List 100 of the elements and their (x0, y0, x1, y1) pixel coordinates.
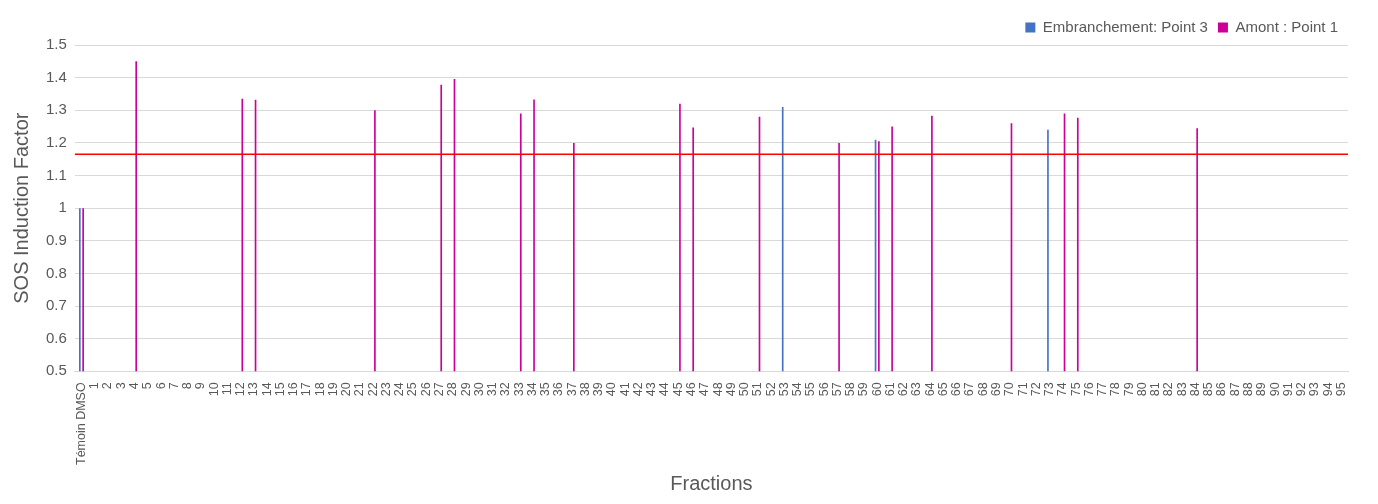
x-tick-label: 22 (365, 382, 380, 397)
x-tick-label: 3 (113, 382, 128, 390)
x-tick-label: 69 (989, 382, 1004, 397)
x-tick-label: 92 (1294, 382, 1309, 397)
x-tick-label: 5 (140, 382, 155, 390)
x-tick-label: 43 (644, 382, 659, 397)
x-tick-label: 56 (816, 382, 831, 397)
x-tick-label: 83 (1174, 382, 1189, 397)
x-tick-label: 12 (233, 382, 248, 397)
x-tick-label: 17 (299, 382, 314, 397)
x-tick-label: 55 (803, 382, 818, 397)
x-tick-label: 80 (1134, 382, 1149, 397)
x-tick-label: 86 (1214, 382, 1229, 397)
x-tick-label: 26 (418, 382, 433, 397)
x-tick-label: 2 (100, 382, 115, 390)
x-tick-label: 15 (272, 382, 287, 397)
x-tick-label: 16 (286, 382, 301, 397)
x-tick-label: 76 (1081, 382, 1096, 397)
x-tick-label: 61 (882, 382, 897, 397)
x-tick-label: 59 (856, 382, 871, 397)
x-tick-label: 20 (339, 382, 354, 397)
x-tick-label: 75 (1068, 382, 1083, 397)
x-tick-label: 42 (630, 382, 645, 397)
x-tick-label: 81 (1148, 382, 1163, 397)
x-tick-label: 6 (153, 382, 168, 390)
x-tick-label: 79 (1121, 382, 1136, 397)
x-tick-label: 40 (604, 382, 619, 397)
x-tick-label: 1 (87, 382, 102, 390)
x-tick-label: 89 (1254, 382, 1269, 397)
x-tick-label: 32 (498, 382, 513, 397)
y-tick-label: 0.5 (45, 361, 67, 379)
x-tick-label: 33 (511, 382, 526, 397)
x-tick-label: 25 (405, 382, 420, 397)
x-tick-label: 72 (1028, 382, 1043, 397)
legend-label: Embranchement: Point 3 (1042, 17, 1208, 35)
x-tick-label: 37 (564, 382, 579, 397)
x-tick-label: 67 (962, 382, 977, 397)
y-tick-label: 1.4 (45, 67, 67, 85)
x-tick-label: 8 (180, 382, 195, 390)
x-tick-label: 11 (219, 382, 234, 396)
x-tick-label: 62 (896, 382, 911, 397)
x-tick-label: 9 (193, 382, 208, 390)
y-tick-label: 1.5 (45, 35, 67, 53)
x-tick-label: 48 (710, 382, 725, 397)
x-tick-label: 63 (909, 382, 924, 397)
y-tick-label: 0.8 (45, 263, 67, 281)
x-tick-label: 49 (723, 382, 738, 397)
x-tick-label: 74 (1055, 382, 1070, 397)
x-tick-label: 77 (1095, 382, 1110, 397)
x-tick-label: 27 (432, 382, 447, 397)
y-tick-label: 0.6 (45, 328, 67, 346)
x-tick-label: 88 (1240, 382, 1255, 397)
x-tick-label: 85 (1201, 382, 1216, 397)
x-tick-label: 60 (869, 382, 884, 397)
x-tick-label: 90 (1267, 382, 1282, 397)
x-tick-label: 24 (392, 382, 407, 397)
x-tick-label: 73 (1042, 382, 1057, 397)
x-tick-label: 70 (1002, 382, 1017, 397)
x-tick-label: 31 (485, 382, 500, 397)
x-tick-label: 39 (591, 382, 606, 397)
x-tick-label: 91 (1280, 382, 1295, 397)
x-tick-label: 13 (246, 382, 261, 397)
x-tick-label: 93 (1307, 382, 1322, 397)
x-tick-label: 21 (352, 382, 367, 397)
legend-label: Amont : Point 1 (1235, 17, 1339, 35)
x-tick-label: 53 (776, 382, 791, 397)
x-tick-label: 58 (843, 382, 858, 397)
x-tick-label: 45 (670, 382, 685, 397)
x-tick-label: 36 (551, 382, 566, 397)
x-tick-label: 35 (538, 382, 553, 397)
x-tick-label: 57 (829, 382, 844, 397)
x-tick-label: Témoin DMSO (73, 382, 88, 465)
x-tick-label: 47 (697, 382, 712, 397)
x-tick-label: 64 (922, 382, 937, 397)
x-tick-label: 78 (1108, 382, 1123, 397)
y-tick-label: 1.1 (45, 165, 67, 183)
x-tick-label: 19 (325, 382, 340, 397)
x-tick-label: 54 (790, 382, 805, 397)
x-tick-label: 34 (524, 382, 539, 397)
y-tick-label: 0.7 (45, 296, 67, 314)
x-tick-label: 38 (577, 382, 592, 397)
x-tick-label: 41 (617, 382, 632, 397)
x-tick-label: 46 (683, 382, 698, 397)
x-axis-title: Fractions (670, 471, 753, 494)
x-tick-label: 18 (312, 382, 327, 397)
x-tick-label: 10 (206, 382, 221, 397)
y-axis-title: SOS Induction Factor (9, 112, 32, 304)
x-tick-label: 71 (1015, 382, 1030, 397)
x-tick-label: 95 (1333, 382, 1348, 397)
x-tick-label: 28 (445, 382, 460, 397)
y-tick-label: 0.9 (45, 230, 67, 248)
y-tick-label: 1 (58, 198, 67, 216)
x-tick-label: 14 (259, 382, 274, 397)
x-tick-label: 7 (166, 382, 181, 390)
x-tick-label: 82 (1161, 382, 1176, 397)
x-tick-label: 4 (126, 382, 141, 390)
x-tick-label: 44 (657, 382, 672, 397)
x-tick-label: 87 (1227, 382, 1242, 397)
x-tick-label: 94 (1320, 382, 1335, 397)
x-tick-label: 66 (949, 382, 964, 397)
